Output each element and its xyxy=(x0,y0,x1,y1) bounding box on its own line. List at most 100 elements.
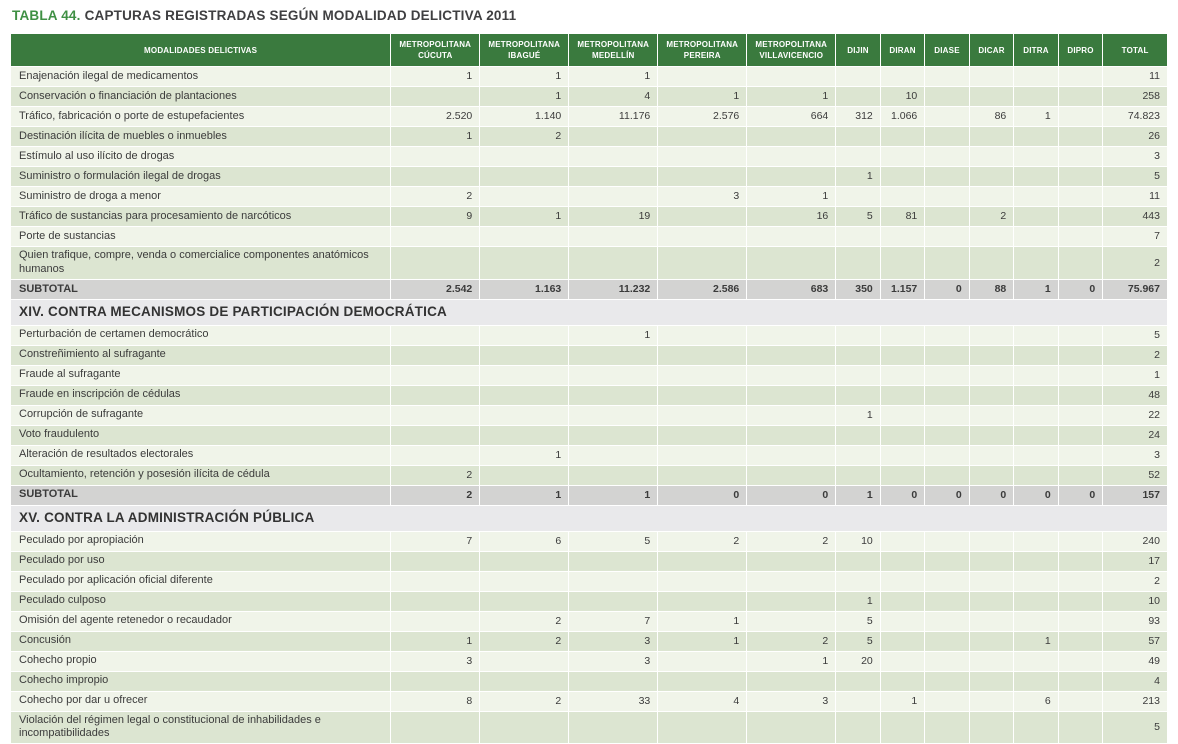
value-cell xyxy=(835,66,881,88)
value-cell xyxy=(1013,246,1059,280)
value-cell xyxy=(746,550,837,572)
modality-label: SUBTOTAL xyxy=(9,278,392,300)
value-cell xyxy=(1013,384,1059,406)
value-cell: 4 xyxy=(1102,670,1168,692)
value-cell xyxy=(924,404,970,426)
value-cell: 2 xyxy=(479,630,570,652)
value-cell: 2 xyxy=(390,484,481,506)
value-cell xyxy=(479,166,570,188)
value-cell xyxy=(879,710,926,744)
value-cell xyxy=(657,550,748,572)
value-cell xyxy=(968,126,1015,148)
value-cell: 0 xyxy=(924,278,970,300)
value-cell: 22 xyxy=(1102,404,1168,426)
value-cell xyxy=(879,226,926,248)
value-cell xyxy=(968,186,1015,208)
value-cell xyxy=(924,530,970,552)
column-header: DIASE xyxy=(924,32,970,68)
value-cell xyxy=(835,246,881,280)
value-cell xyxy=(479,324,570,346)
value-cell xyxy=(657,670,748,692)
value-cell xyxy=(746,146,837,168)
value-cell xyxy=(390,590,481,612)
value-cell xyxy=(657,650,748,672)
value-cell: 17 xyxy=(1102,550,1168,572)
value-cell: 3 xyxy=(1102,146,1168,168)
value-cell xyxy=(879,324,926,346)
value-cell xyxy=(968,146,1015,168)
value-cell xyxy=(568,146,659,168)
value-cell xyxy=(968,550,1015,572)
value-cell: 5 xyxy=(835,630,881,652)
value-cell xyxy=(479,590,570,612)
table-row: Omisión del agente retenedor o recaudado… xyxy=(9,610,1168,632)
value-cell xyxy=(879,650,926,672)
value-cell: 3 xyxy=(390,650,481,672)
value-cell xyxy=(568,710,659,744)
value-cell xyxy=(879,344,926,366)
modality-label: Porte de sustancias xyxy=(9,226,392,248)
value-cell xyxy=(657,444,748,466)
table-row: Tráfico de sustancias para procesamiento… xyxy=(9,206,1168,228)
value-cell: 0 xyxy=(924,484,970,506)
value-cell xyxy=(1013,226,1059,248)
value-cell xyxy=(968,66,1015,88)
value-cell xyxy=(924,324,970,346)
value-cell xyxy=(390,364,481,386)
table-row: Peculado por uso 17 xyxy=(9,550,1168,572)
value-cell: 1 xyxy=(835,590,881,612)
value-cell xyxy=(968,570,1015,592)
value-cell xyxy=(924,246,970,280)
value-cell xyxy=(879,146,926,168)
value-cell xyxy=(479,650,570,672)
value-cell xyxy=(1057,464,1104,486)
value-cell: 1 xyxy=(390,66,481,88)
table-row: Peculado por aplicación oficial diferent… xyxy=(9,570,1168,592)
modality-label: Suministro o formulación ilegal de droga… xyxy=(9,166,392,188)
modality-label: Fraude en inscripción de cédulas xyxy=(9,384,392,406)
value-cell xyxy=(879,384,926,406)
value-cell xyxy=(968,246,1015,280)
value-cell xyxy=(568,444,659,466)
value-cell: 1 xyxy=(568,484,659,506)
value-cell: 10 xyxy=(879,86,926,108)
value-cell xyxy=(924,66,970,88)
value-cell: 93 xyxy=(1102,610,1168,632)
value-cell xyxy=(657,364,748,386)
value-cell: 1 xyxy=(835,166,881,188)
value-cell xyxy=(924,424,970,446)
value-cell xyxy=(390,550,481,572)
column-header: METROPOLITANA PEREIRA xyxy=(657,32,748,68)
value-cell: 1.066 xyxy=(879,106,926,128)
value-cell xyxy=(879,570,926,592)
value-cell: 1.140 xyxy=(479,106,570,128)
section-header: XV. CONTRA LA ADMINISTRACIÓN PÚBLICA xyxy=(10,504,1168,532)
value-cell xyxy=(835,364,881,386)
value-cell xyxy=(879,424,926,446)
value-cell xyxy=(1057,650,1104,672)
value-cell xyxy=(1057,206,1104,228)
value-cell xyxy=(657,570,748,592)
value-cell xyxy=(835,324,881,346)
value-cell xyxy=(390,570,481,592)
value-cell: 1 xyxy=(479,86,570,108)
value-cell xyxy=(924,364,970,386)
value-cell: 11 xyxy=(1102,66,1168,88)
value-cell xyxy=(968,444,1015,466)
value-cell xyxy=(390,710,481,744)
value-cell xyxy=(968,86,1015,108)
value-cell xyxy=(746,246,837,280)
value-cell xyxy=(924,630,970,652)
value-cell: 2.542 xyxy=(390,278,481,300)
value-cell: 2 xyxy=(1102,246,1168,280)
modality-label: Tráfico, fabricación o porte de estupefa… xyxy=(9,106,392,128)
value-cell: 2 xyxy=(390,186,481,208)
value-cell: 2 xyxy=(746,630,837,652)
modality-label: Destinación ilícita de muebles o inmuebl… xyxy=(9,126,392,148)
table-row: Quien trafique, compre, venda o comercia… xyxy=(9,246,1168,280)
value-cell xyxy=(879,126,926,148)
value-cell xyxy=(568,590,659,612)
value-cell xyxy=(746,590,837,612)
value-cell xyxy=(924,126,970,148)
value-cell xyxy=(746,710,837,744)
